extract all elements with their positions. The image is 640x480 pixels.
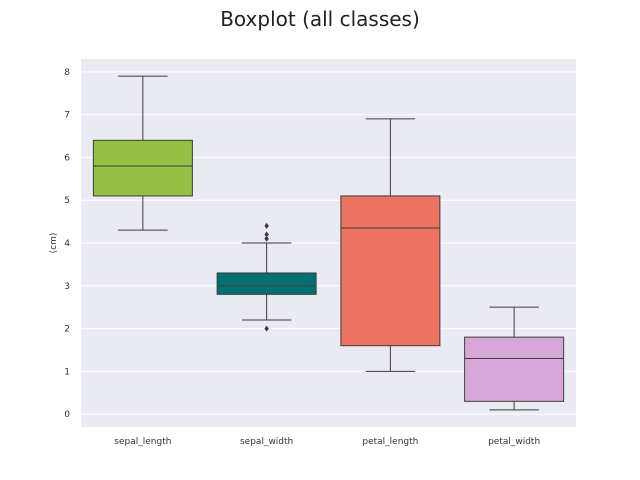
gridlines <box>81 71 576 415</box>
y-tick-label: 1 <box>64 367 70 377</box>
outlier-point <box>264 222 269 229</box>
y-tick-label: 6 <box>64 153 70 163</box>
y-tick-label: 2 <box>64 325 70 335</box>
chart-title: Boxplot (all classes) <box>220 7 420 31</box>
box-iqr <box>464 336 565 402</box>
box-iqr <box>92 139 193 197</box>
x-axis-ticks: sepal_length sepal_width petal_length petal… <box>114 437 540 447</box>
y-axis-ticks: 0 1 2 3 4 5 6 7 8 <box>64 68 70 420</box>
y-tick-label: 7 <box>64 111 70 121</box>
y-axis-label: (cm) <box>49 233 59 254</box>
x-tick-label: sepal_length <box>114 437 171 447</box>
box-iqr <box>216 272 317 295</box>
x-tick-label: petal_width <box>488 437 540 447</box>
y-tick-label: 3 <box>64 282 70 292</box>
x-tick-label: sepal_width <box>240 437 293 447</box>
y-tick-label: 0 <box>64 410 70 420</box>
box-sepal_width <box>216 222 317 332</box>
outlier-point <box>264 235 269 242</box>
box-iqr <box>340 195 441 347</box>
boxes <box>92 75 565 411</box>
y-tick-label: 5 <box>64 196 70 206</box>
box-petal_length <box>340 118 441 372</box>
y-tick-label: 4 <box>64 239 70 249</box>
box-petal_width <box>464 306 565 411</box>
x-tick-label: petal_length <box>362 437 418 447</box>
box-sepal_length <box>92 75 193 231</box>
y-tick-label: 8 <box>64 68 70 78</box>
outlier-point <box>264 325 269 332</box>
outlier-point <box>264 231 269 238</box>
